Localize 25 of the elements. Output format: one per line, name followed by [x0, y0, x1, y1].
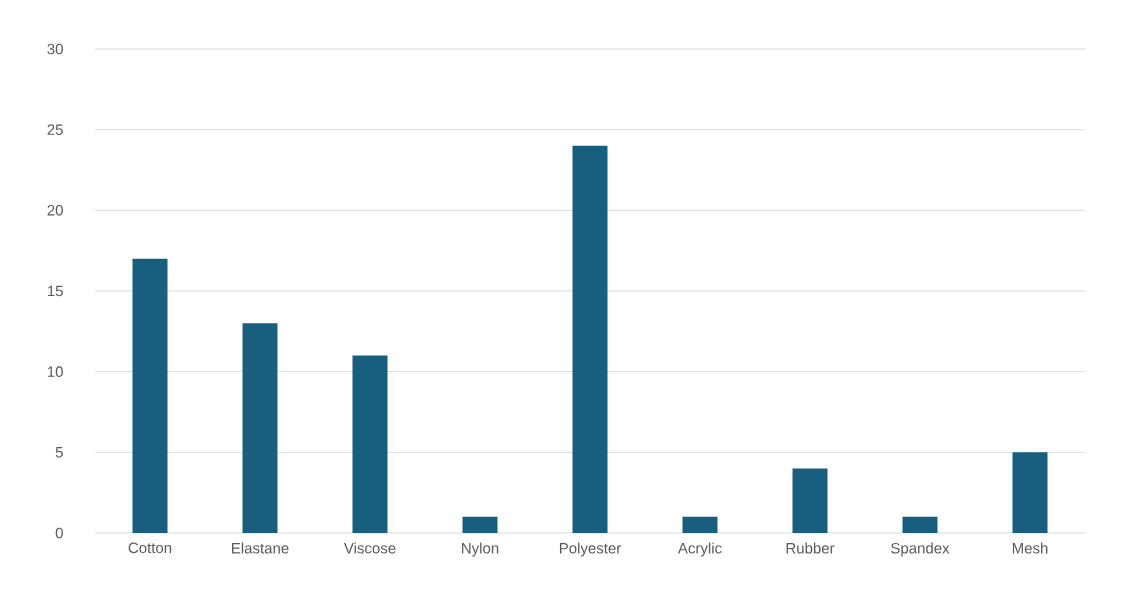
x-tick-label: Polyester: [559, 542, 622, 557]
bar: [132, 258, 168, 533]
x-tick-label: Acrylic: [677, 542, 722, 557]
y-tick-label: 5: [55, 447, 63, 458]
bar: [572, 145, 608, 533]
x-tick-label: Cotton: [128, 542, 172, 554]
y-tick-label: 0: [55, 527, 63, 539]
x-tick-label: Mesh: [1012, 542, 1048, 554]
bar: [242, 323, 278, 533]
bar: [1012, 452, 1048, 533]
bar: [682, 516, 718, 533]
x-tick-label: Rubber: [786, 542, 835, 554]
x-tick-label: Elastane: [232, 542, 289, 554]
bar: [902, 516, 938, 533]
x-tick-label: Spandex: [891, 542, 950, 557]
bar: [352, 355, 388, 533]
y-tick-label: 25: [47, 124, 63, 135]
x-tick-label: Nylon: [462, 542, 499, 557]
y-tick-label: 20: [47, 205, 63, 216]
bar: [462, 516, 498, 533]
y-tick-label: 15: [47, 285, 63, 297]
bar: [792, 468, 828, 533]
y-tick-label: 30: [47, 43, 63, 55]
y-tick-label: 10: [47, 366, 63, 377]
x-tick-label: Viscose: [343, 542, 396, 554]
